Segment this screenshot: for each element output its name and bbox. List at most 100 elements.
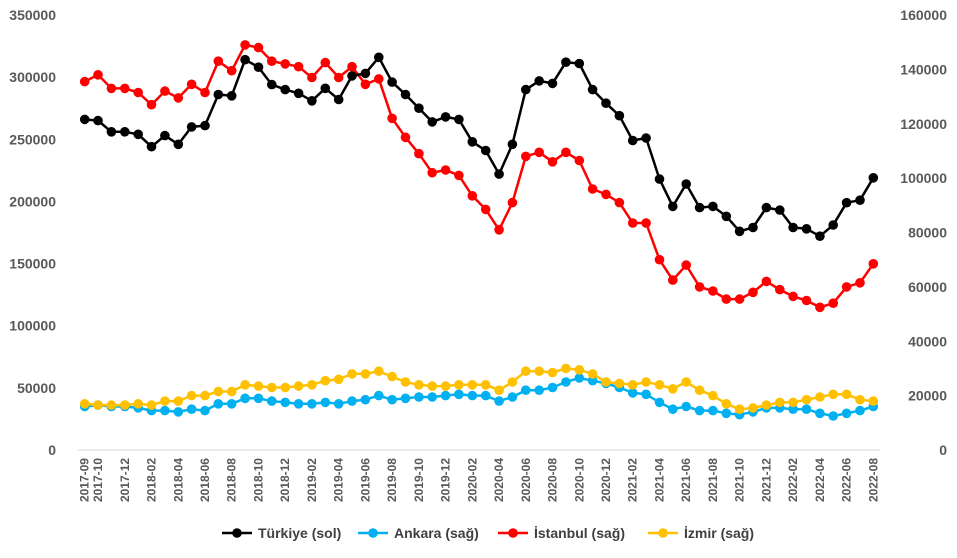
data-point-türkiye <box>534 76 544 86</box>
data-point-i̇stanbul <box>534 147 544 158</box>
data-point-i̇stanbul <box>841 282 852 292</box>
data-point-türkiye <box>521 84 531 95</box>
data-point-türkiye <box>226 91 237 101</box>
left-axis-tick-label: 300000 <box>9 69 56 85</box>
data-point-i̇stanbul <box>494 225 504 235</box>
data-point-ankara <box>788 404 798 415</box>
data-point-ankara <box>708 405 718 416</box>
data-point-i̇zmir <box>347 369 357 379</box>
data-point-i̇zmir <box>480 380 491 390</box>
data-point-i̇stanbul <box>587 184 598 194</box>
data-point-ankara <box>440 390 451 401</box>
x-axis-tick-label: 2019-08 <box>385 458 399 502</box>
data-point-i̇stanbul <box>480 204 491 215</box>
data-point-i̇stanbul <box>855 278 865 288</box>
x-axis-tick-label: 2021-02 <box>626 458 640 502</box>
data-point-türkiye <box>106 127 117 137</box>
data-point-türkiye <box>427 117 438 127</box>
data-point-türkiye <box>734 226 745 237</box>
left-axis-tick-label: 0 <box>48 442 56 458</box>
data-point-i̇zmir <box>507 377 518 387</box>
data-point-i̇stanbul <box>293 61 304 72</box>
data-point-ankara <box>801 404 812 415</box>
data-point-türkiye <box>253 62 264 72</box>
data-point-i̇zmir <box>748 403 758 413</box>
data-point-türkiye <box>748 222 758 233</box>
data-point-türkiye <box>467 137 478 147</box>
data-point-i̇stanbul <box>253 42 264 53</box>
data-point-türkiye <box>347 71 357 81</box>
x-axis-tick-label: 2020-08 <box>546 458 560 502</box>
right-axis-tick-label: 20000 <box>908 388 947 404</box>
data-point-ankara <box>160 405 170 416</box>
data-point-i̇stanbul <box>307 72 317 83</box>
data-point-i̇stanbul <box>79 76 90 87</box>
data-point-i̇zmir <box>133 399 143 409</box>
data-point-ankara <box>267 396 277 406</box>
right-axis-tick-label: 120000 <box>900 116 947 132</box>
x-axis-tick-label: 2018-12 <box>278 458 292 502</box>
data-point-türkiye <box>841 197 852 208</box>
data-point-ankara <box>574 373 585 383</box>
data-point-türkiye <box>374 52 384 63</box>
data-point-ankara <box>480 390 491 401</box>
legend-label: İstanbul (sağ) <box>534 525 625 541</box>
x-axis-tick-label: 2020-06 <box>519 458 533 502</box>
data-point-i̇stanbul <box>186 79 197 90</box>
data-point-türkiye <box>133 129 143 140</box>
data-point-i̇zmir <box>614 378 625 389</box>
data-point-i̇stanbul <box>721 294 732 304</box>
x-axis-tick-label: 2021-08 <box>706 458 720 502</box>
x-axis-tick-label: 2020-04 <box>492 458 506 502</box>
data-point-i̇stanbul <box>173 93 184 103</box>
data-point-i̇zmir <box>547 367 558 378</box>
data-point-ankara <box>454 389 464 400</box>
right-axis-tick-label: 0 <box>939 442 947 458</box>
x-axis-tick-label: 2018-08 <box>225 458 239 502</box>
data-point-türkiye <box>547 78 558 89</box>
data-point-ankara <box>360 394 371 405</box>
data-point-i̇stanbul <box>400 132 411 143</box>
data-point-i̇stanbul <box>387 113 397 124</box>
x-axis-tick-label: 2020-10 <box>572 458 586 502</box>
data-point-ankara <box>240 393 250 404</box>
data-point-i̇stanbul <box>547 157 558 167</box>
x-axis-tick-label: 2017-09 <box>78 458 92 502</box>
data-point-türkiye <box>708 201 718 212</box>
legend-label: Türkiye (sol) <box>258 525 341 541</box>
data-point-i̇zmir <box>561 363 571 374</box>
x-axis-tick-label: 2022-06 <box>840 458 854 502</box>
data-point-i̇stanbul <box>614 197 625 208</box>
data-point-ankara <box>627 388 638 398</box>
data-point-ankara <box>173 407 184 417</box>
data-point-türkiye <box>93 115 103 126</box>
data-point-ankara <box>200 405 210 416</box>
data-point-ankara <box>307 399 317 409</box>
data-point-i̇zmir <box>240 380 250 390</box>
data-point-i̇zmir <box>280 382 291 393</box>
data-point-i̇zmir <box>467 380 478 390</box>
data-point-i̇stanbul <box>120 83 130 94</box>
data-point-i̇zmir <box>494 385 504 396</box>
data-point-i̇zmir <box>253 381 264 391</box>
data-point-i̇stanbul <box>561 147 571 158</box>
x-axis-tick-label: 2022-04 <box>813 458 827 502</box>
x-axis-tick-label: 2021-04 <box>652 458 666 502</box>
data-point-türkiye <box>641 133 651 143</box>
left-axis-tick-label: 50000 <box>17 380 56 396</box>
data-point-ankara <box>561 377 571 387</box>
data-point-ankara <box>855 405 865 416</box>
data-point-ankara <box>507 392 518 402</box>
data-point-türkiye <box>761 202 772 213</box>
data-point-türkiye <box>788 222 798 233</box>
data-point-ankara <box>226 399 237 409</box>
data-point-i̇zmir <box>574 365 585 375</box>
data-point-i̇stanbul <box>240 40 250 50</box>
data-point-i̇stanbul <box>748 287 758 298</box>
x-axis-tick-label: 2019-10 <box>412 458 426 502</box>
data-point-ankara <box>387 394 397 405</box>
data-point-i̇zmir <box>801 394 812 405</box>
left-axis-tick-label: 200000 <box>9 193 56 209</box>
